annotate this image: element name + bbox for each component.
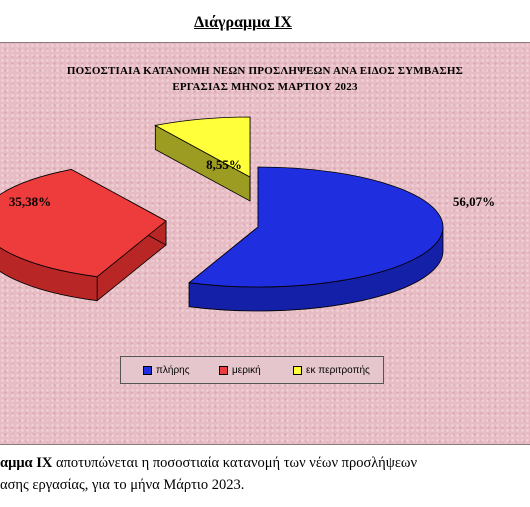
legend-swatch-rotating [293,366,302,375]
legend-item-rotating: εκ περιτροπής [293,365,370,376]
chart-title-line-1: ΠΟΣΟΣΤΙΑΙΑ ΚΑΤΑΝΟΜΗ ΝΕΩΝ ΠΡΟΣΛΗΨΕΩΝ ΑΝΑ … [66,65,464,77]
caption-bold: αμμα IX [0,455,53,471]
chart-area: ΠΟΣΟΣΤΙΑΙΑ ΚΑΤΑΝΟΜΗ ΝΕΩΝ ΠΡΟΣΛΗΨΕΩΝ ΑΝΑ … [0,42,530,445]
pie-slice-0 [188,166,444,312]
legend-item-full-time: πλήρης [143,365,190,376]
data-label-0: 56,07% [453,194,495,209]
data-label-2: 8,55% [206,157,242,172]
chart-legend: πλήρης μερική εκ περιτροπής [120,356,384,384]
legend-swatch-part-time [219,366,228,375]
caption-line-2: ασης εργασίας, για το μήνα Μάρτιο 2023. [0,477,245,493]
data-label-1: 35,38% [9,194,51,209]
legend-label-rotating: εκ περιτροπής [306,365,370,376]
pie-slice-2 [154,116,251,202]
legend-swatch-full-time [143,366,152,375]
legend-item-part-time: μερική [219,365,261,376]
caption-line-1: αμμα IX αποτυπώνεται η ποσοστιαία κατανο… [0,452,530,474]
caption: αμμα IX αποτυπώνεται η ποσοστιαία κατανο… [0,452,530,496]
legend-label-full-time: πλήρης [156,365,190,376]
pie-slice-1 [0,168,167,302]
chart-title-line-2: ΕΡΓΑΣΙΑΣ ΜΗΝΟΣ ΜΑΡΤΙΟΥ 2023 [172,81,358,93]
legend-label-part-time: μερική [232,365,261,376]
diagram-heading: Διάγραμμα IX [194,14,292,31]
caption-text-1: αποτυπώνεται η ποσοστιαία κατανομή των ν… [52,455,418,471]
pie-chart: 8,55% 35,38% 56,07% [0,116,495,312]
